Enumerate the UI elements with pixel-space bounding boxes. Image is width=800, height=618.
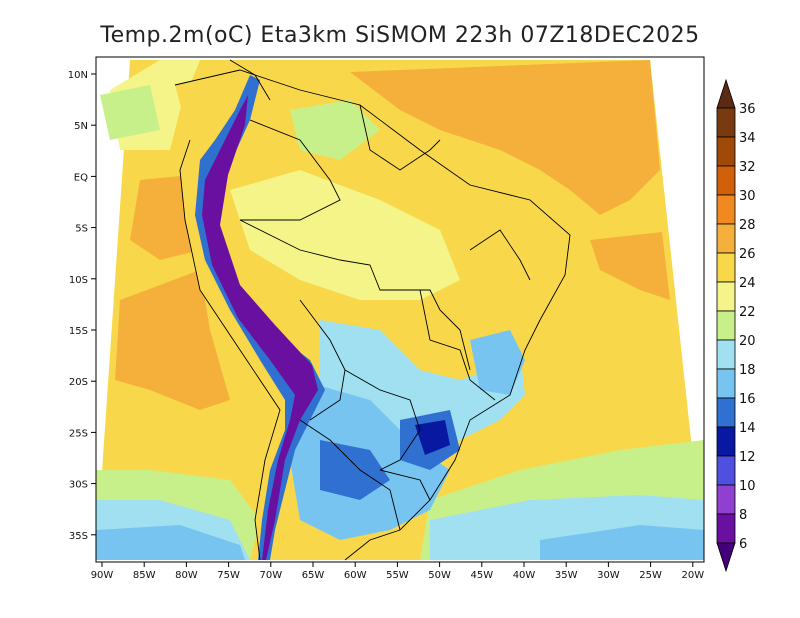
- amazon-region: [230, 170, 460, 300]
- colorbar-segment: [716, 165, 736, 196]
- lon-tick-label: 25W: [639, 570, 662, 581]
- colorbar-label: 12: [739, 450, 756, 465]
- pacific-warm-zone: [115, 270, 230, 410]
- colorbar-label: 8: [739, 508, 747, 523]
- lon-tick-label: 75W: [217, 570, 240, 581]
- colorbar-top-extension: [716, 78, 736, 109]
- colorbar-label: 20: [739, 334, 756, 349]
- colorbar-segment: [716, 252, 736, 283]
- lon-tick-label: 85W: [133, 570, 156, 581]
- map-area: [96, 57, 704, 562]
- lon-tick-label: 40W: [513, 570, 536, 581]
- serra-cold-core: [415, 420, 450, 455]
- colorbar-label: 22: [739, 305, 756, 320]
- lat-tick-label: 5N: [74, 121, 88, 132]
- lon-tick-label: 55W: [386, 570, 409, 581]
- map-title: Temp.2m(oC) Eta3km SiSMOM 223h 07Z18DEC2…: [99, 23, 699, 48]
- lat-tick-label: 20S: [69, 377, 88, 388]
- colorbar-segment: [716, 484, 736, 515]
- colorbar-segment: [716, 107, 736, 138]
- atlantic-warm-zone: [350, 60, 660, 215]
- lon-tick-label: 65W: [302, 570, 325, 581]
- lon-tick-label: 45W: [470, 570, 493, 581]
- colorbar-segment: [716, 136, 736, 167]
- lon-tick-label: 30W: [597, 570, 620, 581]
- colorbar-label: 6: [739, 537, 747, 552]
- country-borders: [174, 59, 571, 561]
- south-atlantic-colder: [540, 525, 704, 560]
- southern-cone-cold: [320, 440, 390, 500]
- longitude-axis: 90W 85W 80W 75W 70W 65W 60W 55W 50W 45W 40W 35W 30W 2…: [91, 562, 704, 581]
- colorbar-segment: [716, 194, 736, 225]
- lon-tick-label: 50W: [428, 570, 451, 581]
- lon-tick-label: 20W: [681, 570, 704, 581]
- lat-tick-label: 35S: [69, 531, 88, 542]
- lon-tick-label: 35W: [555, 570, 578, 581]
- lon-tick-label: 60W: [344, 570, 367, 581]
- colorbar-bottom-extension: [716, 542, 736, 573]
- colorbar-label: 32: [739, 160, 756, 175]
- lat-tick-label: 30S: [69, 480, 88, 491]
- colorbar: 36 34 32 30 28 26 24 22 20 18 16 14 12 10 8 6: [716, 78, 756, 573]
- colorbar-label: 10: [739, 479, 756, 494]
- colorbar-label: 34: [739, 131, 756, 146]
- guiana-highlands: [290, 100, 380, 160]
- lat-tick-label: 5S: [75, 224, 88, 235]
- lon-tick-label: 70W: [259, 570, 282, 581]
- lat-tick-label: 10S: [69, 275, 88, 286]
- lat-tick-label: 25S: [69, 428, 88, 439]
- colorbar-segment: [716, 281, 736, 312]
- colorbar-segment: [716, 397, 736, 428]
- colorbar-segment: [716, 310, 736, 341]
- lat-tick-label: 15S: [69, 326, 88, 337]
- colorbar-label: 24: [739, 276, 756, 291]
- south-pacific-colder: [96, 525, 245, 560]
- colorbar-segment: [716, 223, 736, 254]
- colorbar-segment: [716, 368, 736, 399]
- lon-tick-label: 80W: [175, 570, 198, 581]
- colorbar-label: 16: [739, 392, 756, 407]
- lon-tick-label: 90W: [91, 570, 114, 581]
- colorbar-segment: [716, 426, 736, 457]
- colorbar-segment: [716, 455, 736, 486]
- colorbar-segment: [716, 339, 736, 370]
- pacific-cool-north: [100, 85, 160, 140]
- andes-coldest: [202, 95, 318, 560]
- colorbar-label: 26: [739, 247, 756, 262]
- colorbar-label: 36: [739, 102, 756, 117]
- map-frame: [95, 56, 705, 563]
- colorbar-label: 14: [739, 421, 756, 436]
- latitude-axis: 10N 5N EQ 5S 10S 15S 20S 25S 30S 35S: [68, 70, 96, 542]
- colorbar-label: 28: [739, 218, 756, 233]
- colorbar-segment: [716, 513, 736, 544]
- lat-tick-label: 10N: [68, 70, 88, 81]
- atlantic-warm-zone-2: [590, 232, 670, 300]
- colorbar-label: 18: [739, 363, 756, 378]
- east-brazil-cool: [470, 330, 525, 395]
- lat-tick-label: EQ: [74, 172, 88, 183]
- colorbar-label: 30: [739, 189, 756, 204]
